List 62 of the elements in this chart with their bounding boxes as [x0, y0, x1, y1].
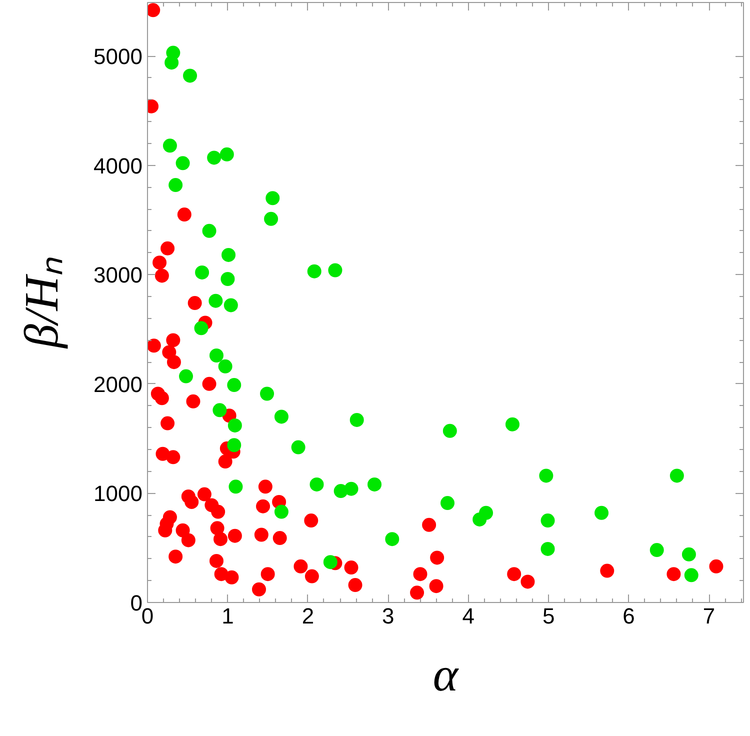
- point: [684, 568, 698, 582]
- point: [162, 138, 177, 153]
- point: [540, 514, 555, 528]
- point: [385, 532, 400, 546]
- point: [202, 224, 216, 238]
- point: [310, 477, 324, 492]
- point: [228, 418, 242, 432]
- point: [440, 496, 455, 510]
- point: [194, 321, 208, 336]
- point: [207, 150, 222, 165]
- y-tick-label: 4000: [94, 153, 143, 178]
- point: [164, 56, 179, 70]
- point: [220, 272, 235, 286]
- point: [224, 298, 238, 312]
- point: [670, 468, 684, 483]
- point: [260, 386, 274, 401]
- point: [264, 212, 278, 226]
- point: [212, 403, 227, 418]
- point: [209, 348, 224, 362]
- point: [368, 477, 382, 492]
- x-tick-label: 5: [542, 604, 555, 628]
- point: [195, 265, 210, 280]
- y-tick-label: 1000: [94, 481, 143, 506]
- point: [179, 369, 194, 384]
- point: [227, 438, 242, 452]
- point: [442, 424, 457, 438]
- x-tick-label: 3: [382, 604, 394, 628]
- point: [274, 504, 288, 519]
- point: [344, 482, 358, 496]
- point: [479, 506, 494, 520]
- point: [228, 480, 243, 494]
- x-tick-label: 2: [302, 604, 314, 628]
- point: [323, 555, 338, 570]
- point: [594, 506, 609, 520]
- point: [350, 413, 364, 427]
- point: [328, 263, 342, 278]
- point: [227, 378, 242, 392]
- y-tick-label: 2000: [94, 372, 143, 397]
- point: [183, 68, 198, 83]
- point: [291, 440, 306, 454]
- point: [218, 359, 232, 374]
- point: [682, 547, 696, 562]
- y-tick-label: 5000: [94, 44, 143, 70]
- point: [307, 264, 322, 278]
- x-tick-label: 1: [222, 604, 234, 628]
- y-axis-title: β/Hₙ: [16, 257, 69, 349]
- point: [505, 417, 520, 432]
- point: [208, 294, 223, 308]
- point: [222, 248, 236, 262]
- point: [176, 156, 190, 170]
- point: [539, 468, 554, 483]
- point: [266, 191, 280, 206]
- point: [650, 543, 664, 558]
- point: [274, 410, 288, 424]
- x-tick-label: 4: [462, 604, 474, 628]
- y-tick-label: 3000: [94, 262, 143, 288]
- point: [220, 147, 234, 162]
- x-axis-title: α: [432, 648, 459, 702]
- point: [540, 542, 555, 556]
- x-tick-label: 6: [622, 604, 635, 628]
- x-tick-label: 7: [702, 604, 716, 628]
- point: [168, 178, 183, 192]
